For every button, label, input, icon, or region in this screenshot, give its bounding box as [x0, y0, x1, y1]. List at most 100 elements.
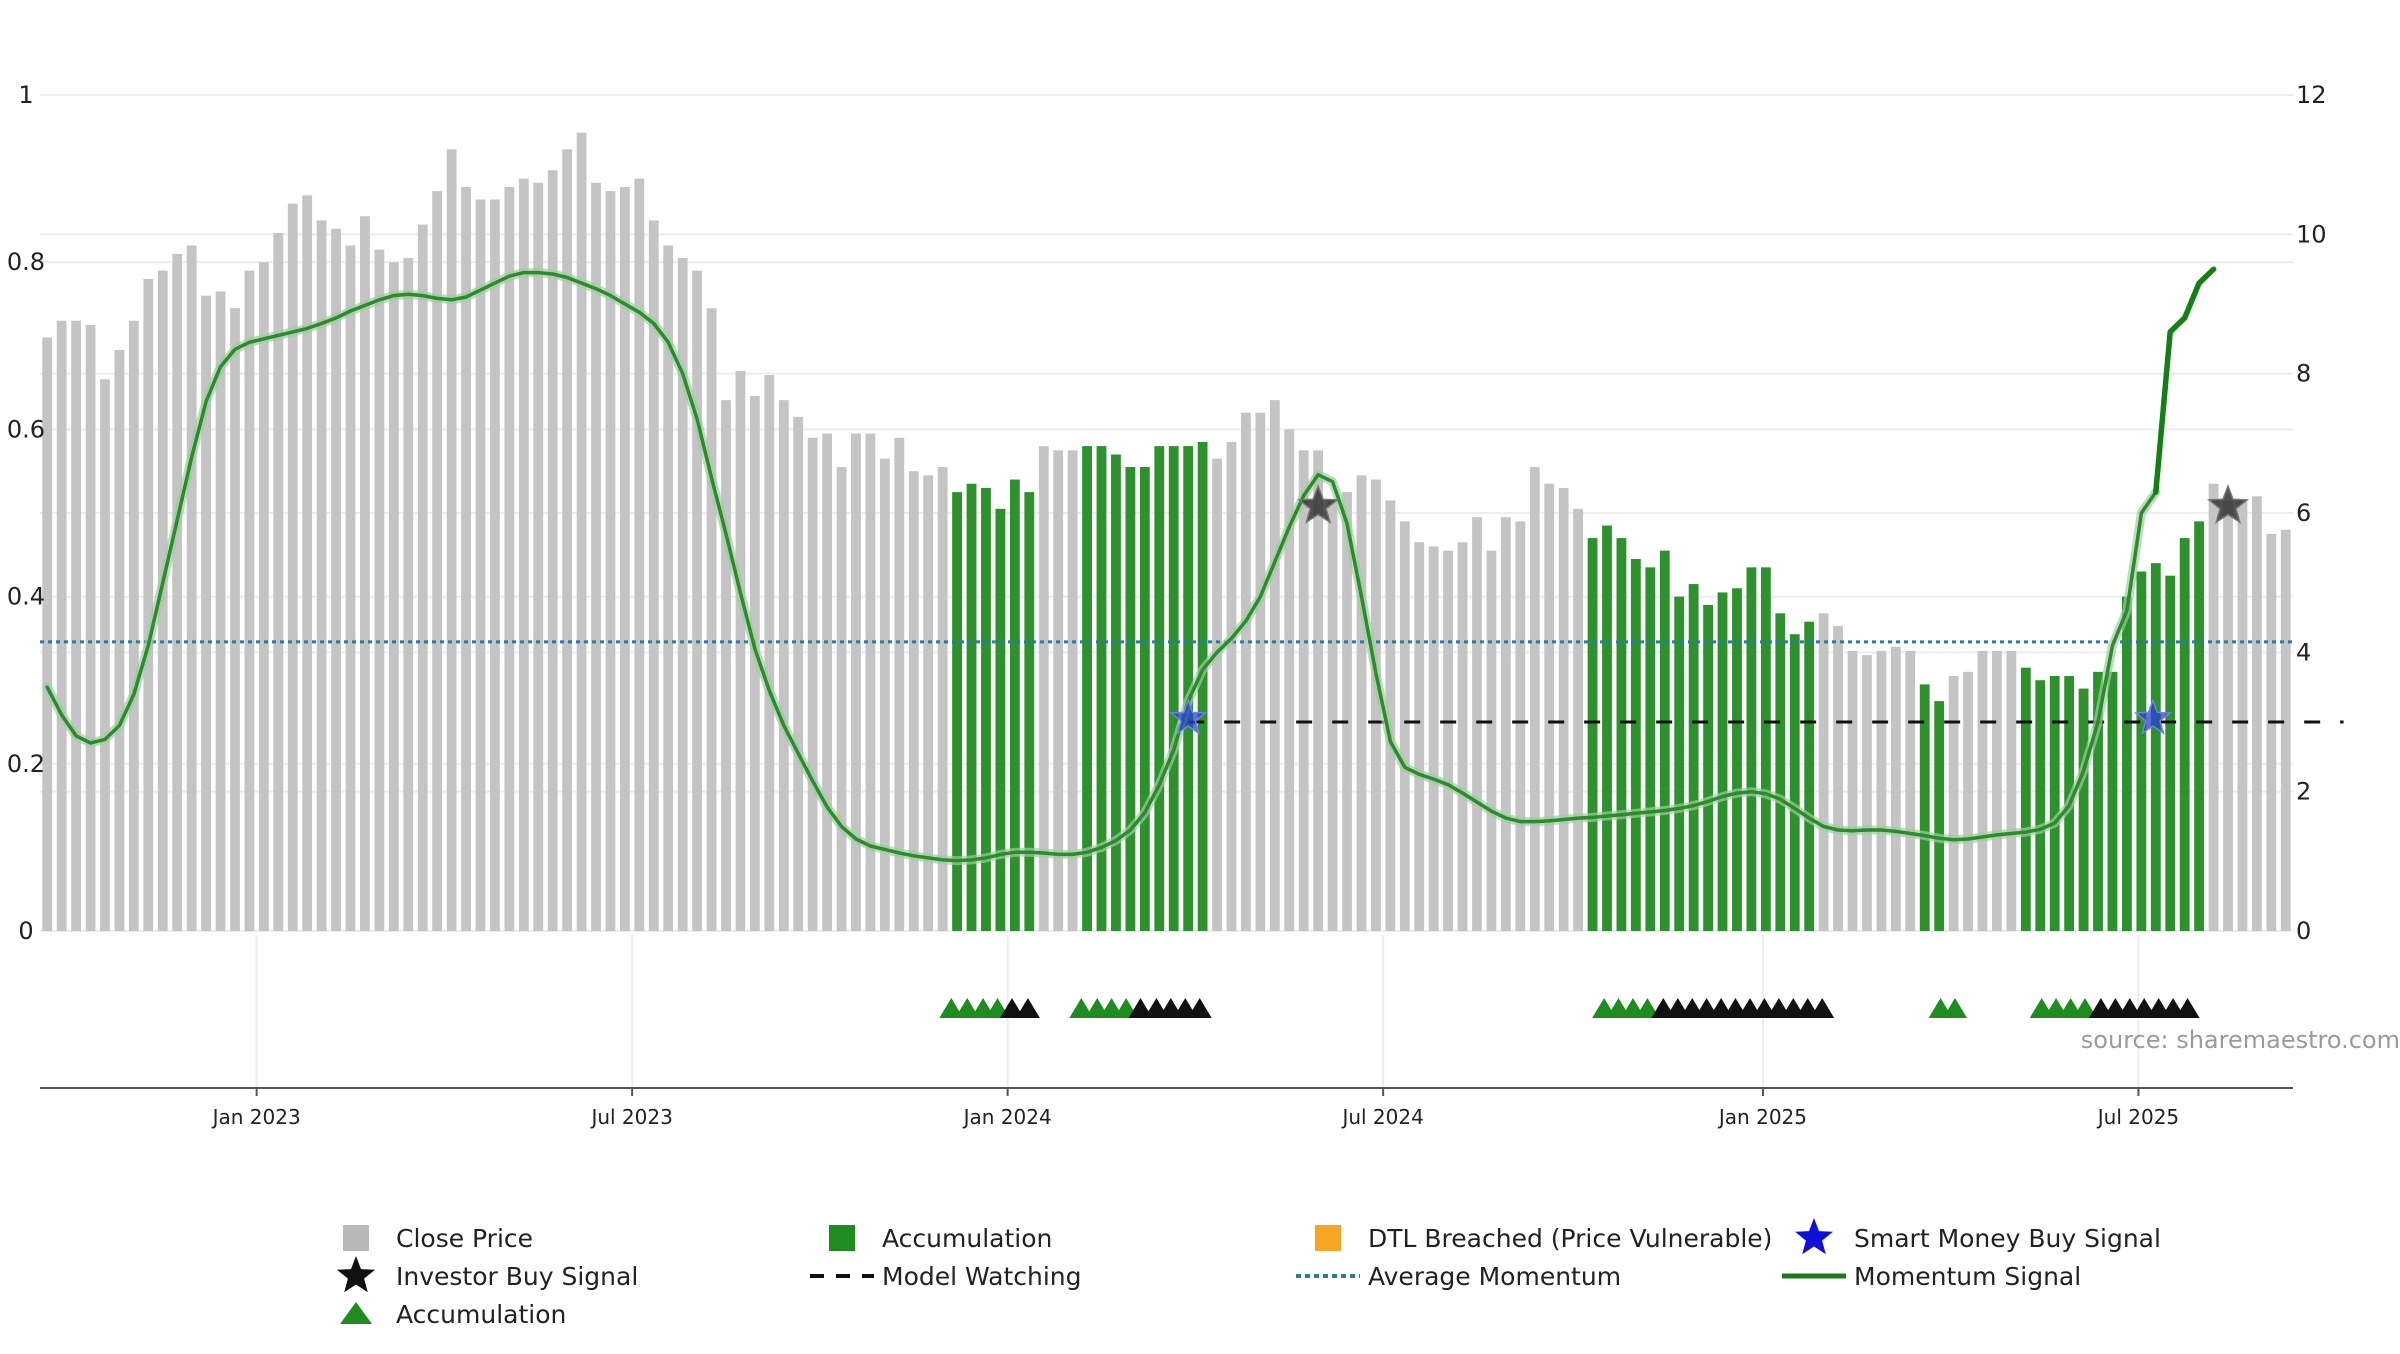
close-price-bar: [1428, 546, 1439, 931]
close-price-bar: [1573, 508, 1584, 931]
accumulation-bar: [1183, 446, 1194, 931]
accumulation-bar: [1154, 446, 1165, 931]
close-price-bar: [128, 320, 139, 932]
close-price-bar: [417, 224, 428, 931]
accumulation-bar: [981, 487, 991, 931]
accumulation-bar: [966, 483, 977, 931]
close-price-bar: [1544, 483, 1555, 931]
close-price-bar: [1457, 542, 1468, 931]
close-price-bar: [1313, 450, 1324, 931]
accumulation-marker-black: [1128, 998, 1153, 1018]
close-price-bar: [302, 195, 313, 931]
price-bars: [42, 132, 2291, 932]
close-price-bar: [677, 258, 688, 931]
close-price-bar: [793, 416, 804, 931]
legend-triangle-icon: [340, 1302, 372, 1324]
close-price-bar: [879, 458, 890, 931]
close-price-bar: [547, 170, 558, 932]
close-price-bar: [287, 203, 298, 931]
close-price-bar: [2237, 500, 2248, 931]
x-axis-tick-label: Jul 2025: [2096, 1105, 2179, 1129]
close-price-bar: [778, 400, 789, 931]
momentum-signal-line-recent: [2153, 266, 2217, 495]
legend-swatch: [1315, 1225, 1341, 1251]
close-price-bar: [258, 262, 269, 931]
accumulation-bar: [2093, 671, 2103, 931]
close-price-bar: [851, 433, 861, 931]
accumulation-bar: [1645, 567, 1656, 931]
legend-item-close_price: Close Price: [343, 1224, 533, 1253]
legend-swatch: [829, 1225, 855, 1251]
accumulation-marker-green: [2073, 998, 2097, 1018]
accumulation-bar: [1024, 492, 1035, 931]
accumulation-bar: [1659, 550, 1670, 931]
legend-label: Momentum Signal: [1854, 1262, 2081, 1291]
close-price-bar: [490, 199, 500, 931]
legend-label: Accumulation: [882, 1224, 1052, 1253]
close-price-bar: [648, 220, 659, 931]
close-price-bar: [2223, 500, 2233, 931]
legend-item-dtl_breached: DTL Breached (Price Vulnerable): [1315, 1224, 1772, 1253]
close-price-bar: [908, 471, 919, 931]
close-price-bar: [764, 375, 775, 931]
close-price-bar: [735, 370, 746, 931]
close-price-bar: [1212, 458, 1222, 931]
close-price-bar: [1486, 550, 1497, 931]
close-price-bar: [273, 232, 284, 931]
close-price-bar: [822, 433, 833, 931]
close-price-bar: [360, 216, 370, 932]
close-price-bar: [1255, 412, 1266, 931]
accumulation-bar: [1009, 479, 1020, 931]
close-price-bar: [331, 228, 341, 931]
right-axis-tick-label: 4: [2296, 638, 2311, 666]
right-axis-tick-label: 10: [2296, 220, 2327, 248]
legend-label: Accumulation: [396, 1300, 566, 1329]
close-price-bar: [1558, 487, 1569, 931]
close-price-bar: [201, 295, 211, 931]
close-price-bar: [71, 320, 82, 932]
accumulation-marker-green: [955, 998, 980, 1018]
accumulation-bar: [1630, 558, 1641, 931]
accumulation-bar: [1139, 467, 1150, 931]
close-price-bar: [1269, 400, 1280, 931]
close-price-bar: [1414, 542, 1425, 931]
close-price-bar: [1977, 650, 1988, 931]
legend-label: Investor Buy Signal: [396, 1262, 638, 1291]
accumulation-bar: [1934, 701, 1945, 931]
x-axis-tick-label: Jan 2023: [211, 1105, 301, 1129]
accumulation-bar: [1789, 634, 1800, 931]
close-price-bar: [894, 437, 905, 931]
close-price-bar: [1443, 550, 1454, 931]
close-price-bar: [1963, 671, 1973, 931]
close-price-bar: [403, 258, 414, 931]
accumulation-bar: [1674, 596, 1685, 931]
legend-label: Close Price: [396, 1224, 533, 1253]
close-price-bar: [923, 475, 934, 931]
close-price-bar: [605, 191, 616, 931]
accumulation-bar: [1168, 446, 1179, 931]
left-axis-tick-label: 0: [18, 917, 33, 945]
close-price-bar: [85, 324, 96, 931]
right-axis-tick-label: 0: [2296, 917, 2311, 945]
accumulation-bar: [1919, 684, 1930, 931]
accumulation-bar: [1703, 604, 1713, 931]
close-price-bar: [1399, 521, 1410, 931]
close-price-bar: [706, 308, 717, 931]
accumulation-bar: [1746, 567, 1757, 931]
close-price-bar: [316, 220, 327, 931]
accumulation-bar: [2179, 538, 2190, 931]
close-price-bar: [1515, 521, 1526, 931]
legend-item-momentum_signal: Momentum Signal: [1782, 1262, 2081, 1291]
close-price-bar: [1327, 500, 1338, 931]
x-axis-tick-label: Jul 2024: [1340, 1105, 1423, 1129]
investor-buy-star: [1297, 483, 1340, 524]
accumulation-bar: [1125, 467, 1136, 931]
close-price-bar: [1905, 650, 1916, 931]
close-price-bar: [634, 178, 645, 932]
close-price-bar: [56, 320, 67, 932]
close-price-bar: [591, 182, 601, 931]
close-price-bar: [518, 178, 529, 932]
accumulation-bar: [2150, 563, 2161, 931]
close-price-bar: [1226, 441, 1237, 931]
left-axis-tick-label: 0.4: [7, 583, 45, 611]
